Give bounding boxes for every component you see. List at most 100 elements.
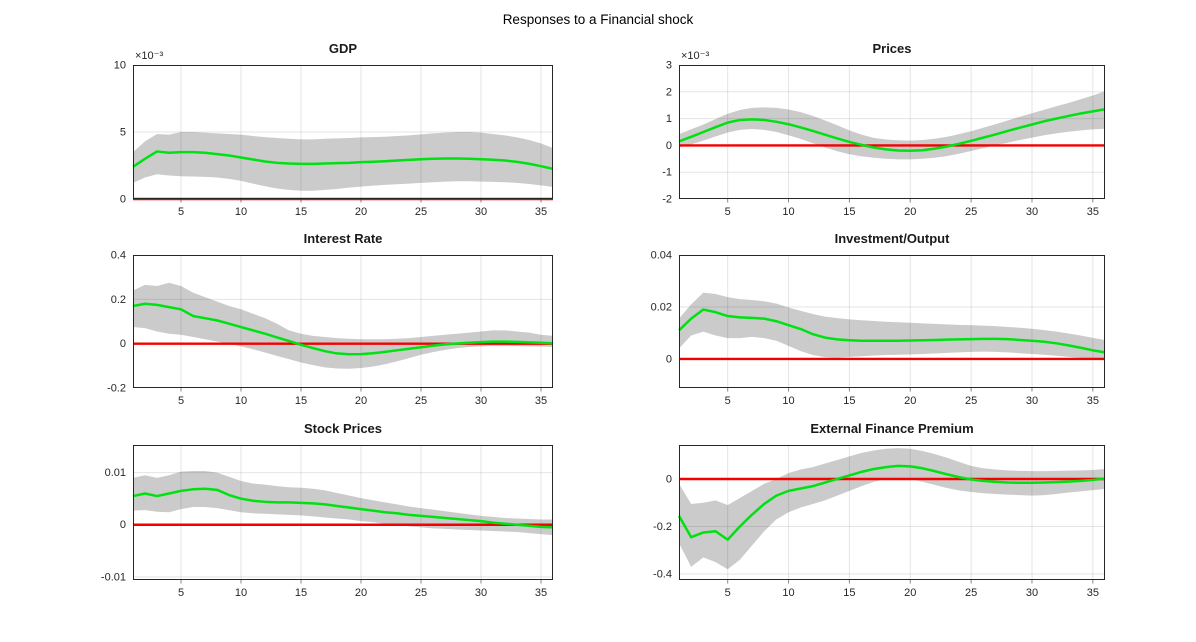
median-response-line bbox=[132, 302, 554, 356]
x-tick-label: 5 bbox=[725, 206, 731, 218]
x-tick-label: 25 bbox=[965, 587, 977, 599]
subplot-title-interest-rate: Interest Rate bbox=[303, 231, 383, 246]
x-tick-label: 35 bbox=[1087, 206, 1099, 218]
x-tick-label: 5 bbox=[178, 206, 184, 218]
y-tick-label: 0.04 bbox=[651, 250, 672, 262]
x-tick-label: 10 bbox=[235, 395, 247, 407]
x-tick-label: 35 bbox=[1087, 587, 1099, 599]
axes-box bbox=[133, 445, 553, 580]
x-tick-label: 30 bbox=[475, 587, 487, 599]
x-tick-label: 15 bbox=[295, 206, 307, 218]
x-tick-label: 25 bbox=[415, 587, 427, 599]
x-tick-label: 30 bbox=[1026, 587, 1038, 599]
y-tick-label: 5 bbox=[120, 127, 126, 139]
y-tick-label: -0.4 bbox=[653, 569, 672, 581]
subplot-title-external-finance-premium: External Finance Premium bbox=[810, 421, 974, 436]
x-tick-label: 20 bbox=[355, 206, 367, 218]
confidence-band bbox=[133, 282, 553, 369]
x-tick-label: 10 bbox=[235, 587, 247, 599]
x-tick-label: 5 bbox=[725, 587, 731, 599]
y-tick-label: 0 bbox=[666, 140, 672, 152]
x-tick-label: 25 bbox=[965, 206, 977, 218]
subplot-title-stock-prices: Stock Prices bbox=[303, 421, 383, 436]
x-tick-label: 10 bbox=[782, 587, 794, 599]
y-tick-label: 0 bbox=[666, 353, 672, 365]
median-response-line bbox=[132, 150, 554, 171]
prices-plot-canvas: 5 10 15 20 25 30 35 -2 -1 0 1 2 3 bbox=[662, 60, 1106, 218]
y-axis-exponent-label: ×10⁻³ bbox=[681, 50, 710, 62]
x-tick-label: 5 bbox=[178, 587, 184, 599]
x-tick-label: 25 bbox=[415, 395, 427, 407]
x-tick-label: 15 bbox=[295, 587, 307, 599]
confidence-band bbox=[679, 91, 1105, 160]
y-tick-label: 0.02 bbox=[651, 301, 672, 313]
x-tick-label: 35 bbox=[535, 395, 547, 407]
y-tick-label: 1 bbox=[666, 113, 672, 125]
x-tick-label: 30 bbox=[475, 395, 487, 407]
x-tick-label: 35 bbox=[1087, 395, 1099, 407]
axes-box bbox=[133, 65, 553, 199]
axes-box bbox=[679, 255, 1105, 388]
x-tick-label: 35 bbox=[535, 206, 547, 218]
subplot-title-prices: Prices bbox=[872, 41, 912, 56]
subplot-title-gdp: GDP bbox=[328, 41, 358, 56]
investment-output-plot-canvas: 5 10 15 20 25 30 35 0 0.02 0.04 bbox=[651, 250, 1106, 407]
x-tick-label: 15 bbox=[295, 395, 307, 407]
figure-title: Responses to a Financial shock bbox=[502, 12, 694, 27]
x-tick-label: 30 bbox=[475, 206, 487, 218]
y-tick-label: 0.4 bbox=[111, 250, 126, 262]
x-tick-label: 20 bbox=[904, 587, 916, 599]
y-tick-label: 0 bbox=[120, 338, 126, 350]
x-tick-label: 10 bbox=[235, 206, 247, 218]
stock-prices-plot-canvas: 5 10 15 20 25 30 35 -0.01 0 0.01 bbox=[101, 445, 554, 599]
y-tick-label: 0 bbox=[120, 194, 126, 206]
confidence-band bbox=[679, 292, 1105, 361]
y-tick-label: -2 bbox=[662, 194, 672, 206]
y-tick-label: -0.2 bbox=[107, 383, 126, 395]
y-tick-label: 10 bbox=[114, 60, 126, 72]
x-tick-label: 15 bbox=[843, 206, 855, 218]
y-tick-label: -0.2 bbox=[653, 521, 672, 533]
x-tick-label: 10 bbox=[782, 395, 794, 407]
subplot-gdp: GDP ×10⁻³ 5 10 15 20 25 30 35 0 5 10 bbox=[114, 41, 554, 218]
external-finance-premium-plot-canvas: 5 10 15 20 25 30 35 -0.4 -0.2 0 bbox=[653, 445, 1106, 599]
median-response-line bbox=[678, 107, 1106, 153]
subplot-prices: Prices ×10⁻³ 5 10 15 20 25 30 35 -2 -1 0 1 2 3 bbox=[662, 41, 1106, 218]
x-tick-label: 20 bbox=[904, 395, 916, 407]
subplot-stock-prices: Stock Prices 5 10 15 20 25 30 35 -0.01 0 0.01 bbox=[101, 421, 554, 599]
y-tick-label: -1 bbox=[662, 167, 672, 179]
y-tick-label: -0.01 bbox=[101, 571, 126, 583]
x-tick-label: 15 bbox=[843, 395, 855, 407]
x-tick-label: 10 bbox=[782, 206, 794, 218]
axes-box bbox=[133, 255, 553, 388]
x-tick-label: 20 bbox=[355, 395, 367, 407]
x-tick-label: 35 bbox=[535, 587, 547, 599]
x-tick-label: 25 bbox=[965, 395, 977, 407]
x-tick-label: 5 bbox=[178, 395, 184, 407]
subplot-external-finance-premium: External Finance Premium 5 10 15 20 25 30 35 -0… bbox=[653, 421, 1106, 599]
x-tick-label: 30 bbox=[1026, 395, 1038, 407]
median-response-line bbox=[677, 464, 1106, 541]
x-tick-label: 15 bbox=[843, 587, 855, 599]
subplot-title-investment-output: Investment/Output bbox=[834, 231, 950, 246]
subplot-investment-output: Investment/Output 5 10 15 20 25 30 35 0 0.02 0.04 bbox=[651, 231, 1106, 407]
y-tick-label: 0.2 bbox=[111, 294, 126, 306]
axes-box bbox=[679, 65, 1105, 199]
y-tick-label: 0 bbox=[120, 519, 126, 531]
median-response-line bbox=[678, 308, 1106, 354]
y-tick-label: 0 bbox=[666, 473, 672, 485]
subplot-interest-rate: Interest Rate 5 10 15 20 25 30 35 -0.2 0 0.2 0.4 bbox=[107, 231, 554, 407]
x-tick-label: 30 bbox=[1026, 206, 1038, 218]
x-tick-label: 5 bbox=[725, 395, 731, 407]
y-tick-label: 0.01 bbox=[105, 467, 126, 479]
median-response-line bbox=[132, 487, 554, 529]
x-tick-label: 20 bbox=[355, 587, 367, 599]
interest-rate-plot-canvas: 5 10 15 20 25 30 35 -0.2 0 0.2 0.4 bbox=[107, 250, 554, 407]
y-axis-exponent-label: ×10⁻³ bbox=[135, 50, 164, 62]
confidence-band bbox=[133, 132, 553, 191]
y-tick-label: 2 bbox=[666, 86, 672, 98]
x-tick-label: 25 bbox=[415, 206, 427, 218]
gdp-plot-canvas: 5 10 15 20 25 30 35 0 5 10 bbox=[114, 60, 554, 218]
y-tick-label: 3 bbox=[666, 60, 672, 72]
